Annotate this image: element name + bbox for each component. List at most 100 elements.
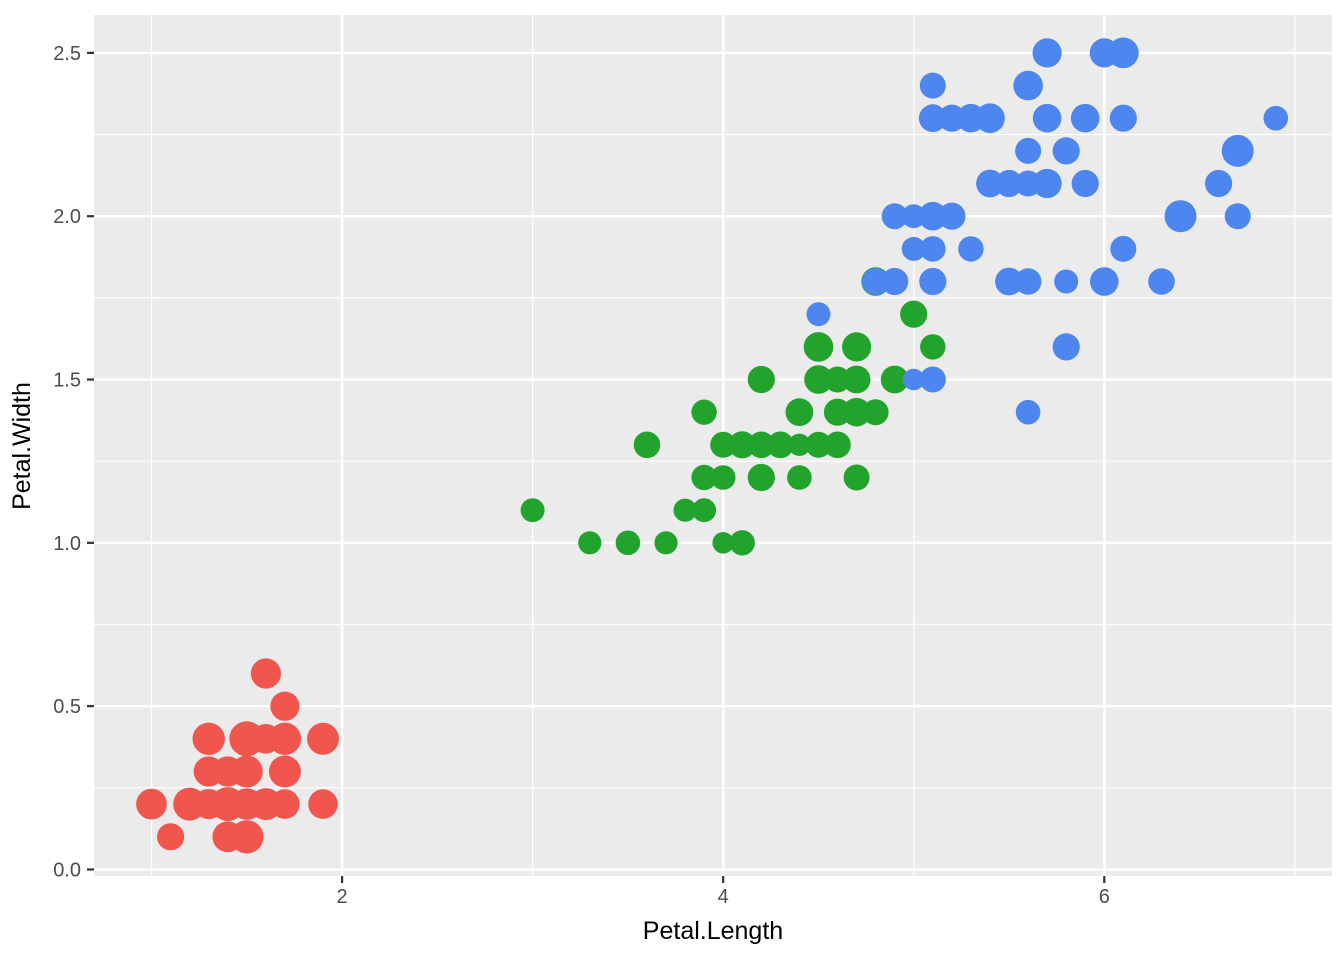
point-versicolor — [900, 300, 928, 328]
point-versicolor — [747, 365, 775, 394]
data-points — [136, 37, 1289, 854]
point-virginica — [881, 203, 908, 230]
point-setosa — [212, 821, 244, 853]
point-virginica — [1221, 134, 1254, 167]
point-setosa — [250, 658, 281, 689]
point-virginica — [1205, 169, 1233, 198]
point-virginica — [881, 267, 909, 296]
point-versicolor — [842, 365, 871, 394]
y-tick-label: 0.5 — [53, 696, 81, 718]
point-virginica — [1107, 37, 1139, 69]
point-virginica — [1032, 38, 1062, 68]
point-versicolor — [803, 332, 834, 362]
point-setosa — [197, 760, 220, 783]
y-tick-label: 1.5 — [53, 370, 81, 392]
point-setosa — [270, 691, 300, 721]
point-setosa — [268, 755, 301, 788]
x-tick-label: 4 — [718, 886, 729, 908]
point-versicolor — [747, 463, 775, 492]
point-versicolor — [767, 431, 794, 459]
point-setosa — [136, 788, 167, 820]
point-versicolor — [785, 398, 814, 426]
point-versicolor — [824, 366, 851, 393]
point-virginica — [1090, 267, 1119, 296]
point-virginica — [862, 267, 890, 296]
point-virginica — [1070, 103, 1100, 133]
point-virginica — [1263, 105, 1289, 131]
x-tick-label: 6 — [1099, 886, 1110, 908]
point-virginica — [1032, 168, 1062, 199]
point-virginica — [1148, 268, 1175, 295]
point-virginica — [920, 236, 946, 262]
y-tick-label: 0.0 — [53, 859, 81, 881]
axis-ticks — [87, 51, 1106, 883]
y-tick-label: 2.5 — [53, 43, 81, 65]
point-versicolor — [788, 433, 811, 456]
point-versicolor — [578, 531, 601, 554]
point-virginica — [1032, 103, 1062, 133]
point-setosa — [214, 757, 242, 786]
point-versicolor — [804, 365, 833, 394]
point-versicolor — [673, 498, 697, 522]
y-axis-title: Petal.Width — [8, 382, 36, 510]
point-versicolor — [711, 432, 736, 457]
point-virginica — [938, 202, 966, 230]
point-virginica — [1014, 268, 1042, 295]
point-setosa — [213, 789, 243, 819]
point-versicolor — [843, 398, 870, 426]
point-versicolor — [920, 334, 946, 360]
point-virginica — [1015, 170, 1042, 197]
point-virginica — [1054, 269, 1079, 294]
point-versicolor — [520, 498, 545, 523]
point-virginica — [1109, 104, 1137, 132]
point-setosa — [307, 722, 339, 755]
point-virginica — [806, 302, 831, 327]
point-versicolor — [805, 431, 832, 458]
point-virginica — [918, 201, 948, 231]
y-tick-label: 1.0 — [53, 533, 81, 555]
point-versicolor — [862, 399, 889, 426]
minor-gridlines — [94, 15, 1332, 876]
point-virginica — [958, 236, 984, 262]
point-virginica — [1014, 71, 1042, 100]
point-versicolor — [729, 431, 756, 458]
point-virginica — [1015, 137, 1042, 164]
point-virginica — [1052, 137, 1080, 165]
point-virginica — [918, 104, 947, 133]
point-virginica — [1052, 333, 1080, 361]
point-versicolor — [843, 464, 870, 491]
x-axis-title: Petal.Length — [643, 917, 783, 945]
point-virginica — [902, 368, 925, 391]
y-tick-labels: 0.0 0.5 1.0 1.5 2.0 2.5 — [53, 43, 81, 882]
point-versicolor — [748, 431, 775, 459]
point-virginica — [938, 104, 966, 132]
point-versicolor — [729, 530, 755, 556]
point-virginica — [901, 236, 926, 261]
point-virginica — [901, 204, 926, 229]
point-versicolor — [787, 465, 812, 490]
point-virginica — [919, 366, 946, 393]
point-virginica — [1015, 399, 1041, 425]
point-setosa — [230, 755, 263, 788]
point-virginica — [1071, 169, 1099, 198]
point-virginica — [995, 267, 1023, 296]
point-versicolor — [691, 464, 717, 491]
point-setosa — [232, 724, 262, 754]
point-versicolor — [633, 431, 661, 459]
point-setosa — [192, 722, 225, 755]
x-tick-labels: 2 4 6 — [337, 886, 1110, 908]
point-versicolor — [882, 367, 907, 392]
point-versicolor — [615, 530, 641, 556]
point-setosa — [308, 789, 338, 819]
point-virginica — [919, 267, 947, 296]
point-virginica — [975, 103, 1005, 133]
x-tick-label: 2 — [337, 886, 348, 908]
point-setosa — [157, 823, 185, 851]
point-versicolor — [691, 399, 717, 425]
point-versicolor — [654, 531, 678, 555]
point-virginica — [1224, 203, 1251, 230]
point-virginica — [1110, 235, 1137, 262]
point-versicolor — [692, 498, 717, 523]
